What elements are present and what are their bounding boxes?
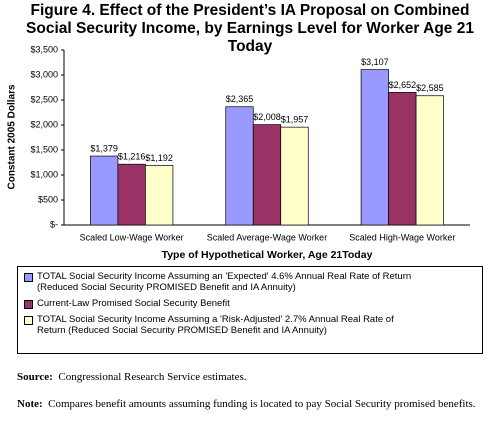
x-tick-label: Scaled High-Wage Worker	[349, 232, 455, 242]
bar	[280, 126, 309, 226]
note: Note: Compares benefit amounts assuming …	[17, 398, 487, 411]
bar	[145, 165, 174, 226]
source-label: Source:	[17, 371, 53, 383]
source-text: Congressional Research Service estimates…	[58, 371, 247, 383]
y-axis-title: Constant 2005 Dollars	[7, 84, 18, 189]
x-tick-label: Scaled Average-Wage Worker	[207, 232, 327, 242]
value-label: $3,107	[361, 57, 389, 67]
chart: Constant 2005 Dollars Type of Hypothetic…	[7, 44, 470, 261]
value-label: $1,379	[90, 143, 118, 153]
value-label: $1,957	[281, 115, 309, 125]
value-label: $2,652	[389, 80, 417, 90]
y-tick-label: $3,000	[30, 69, 58, 79]
x-axis-title: Type of Hypothetical Worker, Age 21Today	[162, 249, 373, 261]
legend-label: Current-Law Promised Social Security Ben…	[37, 298, 230, 309]
bar	[388, 92, 417, 226]
legend-swatch	[24, 300, 33, 309]
bar	[90, 155, 119, 226]
legend-label: TOTAL Social Security Income Assuming an…	[37, 271, 412, 293]
legend: TOTAL Social Security Income Assuming an…	[17, 266, 483, 354]
y-tick-label: $1,000	[30, 169, 58, 179]
legend-swatch	[24, 273, 33, 282]
y-tick-label: $500	[38, 194, 58, 204]
chart-title: Figure 4. Effect of the President’s IA P…	[26, 2, 474, 55]
value-label: $1,216	[118, 152, 146, 162]
legend-swatch	[24, 316, 33, 325]
note-label: Note:	[17, 398, 43, 410]
y-tick-label: $2,500	[30, 94, 58, 104]
bar	[117, 163, 146, 226]
value-label: $2,585	[416, 83, 444, 93]
bar	[360, 69, 389, 226]
legend-item: TOTAL Social Security Income Assuming an…	[24, 271, 476, 293]
y-tick-label: $2,000	[30, 119, 58, 129]
value-label: $2,365	[226, 94, 254, 104]
legend-label: TOTAL Social Security Income Assuming a …	[37, 314, 394, 336]
y-tick-label: $-	[50, 219, 58, 229]
bar	[415, 95, 444, 226]
value-label: $1,192	[145, 153, 173, 163]
x-tick-label: Scaled Low-Wage Worker	[80, 232, 184, 242]
bar	[252, 124, 282, 226]
y-tick-label: $3,500	[30, 44, 58, 54]
legend-item: TOTAL Social Security Income Assuming a …	[24, 314, 476, 336]
legend-item: Current-Law Promised Social Security Ben…	[24, 298, 476, 309]
value-label: $2,008	[253, 112, 281, 122]
bar	[225, 106, 254, 226]
note-text: Compares benefit amounts assuming fundin…	[48, 398, 476, 410]
y-tick-label: $1,500	[30, 144, 58, 154]
source: Source: Congressional Research Service e…	[17, 371, 487, 384]
